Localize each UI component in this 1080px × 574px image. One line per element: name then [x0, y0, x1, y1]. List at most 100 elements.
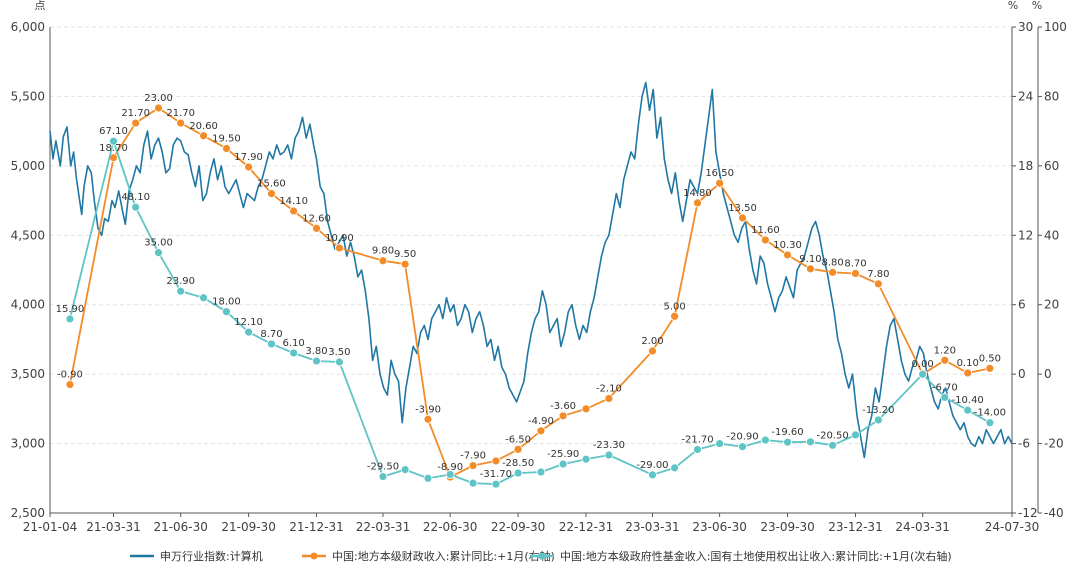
- series-2-data-label: -6.50: [505, 434, 531, 445]
- series-3-point: [693, 445, 702, 454]
- series-2-point: [400, 259, 410, 269]
- legend-marker-3: [538, 552, 546, 560]
- series-2-data-label: 16.50: [705, 168, 734, 179]
- series-2-data-label: 7.80: [867, 269, 889, 280]
- series-3-point: [670, 463, 679, 473]
- series-2-data-label: 0.00: [912, 359, 934, 370]
- series-3-point: [222, 307, 231, 317]
- series-3-point: [604, 450, 614, 460]
- series-3-point: [400, 465, 410, 475]
- right2-tick-label: -40: [1044, 506, 1064, 520]
- x-tick-label: 23-12-31: [828, 520, 882, 534]
- series-2-data-label: 17.90: [234, 152, 263, 163]
- series-3-point: [783, 437, 792, 447]
- series-2-point: [335, 243, 344, 253]
- data-labels: -0.90 18.70 21.70 23.00 21.70 20.60 19.50 17.90…: [56, 93, 1006, 480]
- series-3-point: [761, 435, 770, 445]
- axes: 2,500 3,000 3,500 4,000 4,500 5,000 5,500 6,000…: [11, 0, 1067, 534]
- series-2-point: [806, 264, 815, 274]
- left-tick-label: 4,500: [11, 228, 45, 242]
- series-3-data-label: -21.70: [681, 434, 713, 445]
- left-tick-label: 5,500: [11, 89, 45, 103]
- series-2-point: [423, 414, 433, 424]
- series-2-point: [312, 223, 321, 233]
- series-2-data-label: 0.50: [979, 353, 1001, 364]
- right2-tick-label: 80: [1044, 89, 1059, 103]
- series-2-data-label: 10.30: [773, 240, 802, 251]
- legend-label-2: 中国:地方本级财政收入:累计同比:+1月(右轴): [332, 549, 555, 563]
- series-3-data-label: 3.50: [328, 347, 350, 358]
- right-tick-label: 18: [1018, 159, 1033, 173]
- x-tick-label: 22-09-30: [491, 520, 545, 534]
- series-2-point: [604, 394, 614, 403]
- series-2-data-label: -4.90: [528, 416, 554, 427]
- series-3-data-label: -31.70: [480, 469, 512, 480]
- right2-tick-label: 100: [1044, 20, 1067, 34]
- right-tick-label: 30: [1018, 20, 1033, 34]
- series-2-data-label: -0.90: [57, 370, 83, 381]
- series-2-point: [536, 426, 546, 436]
- series-2-point: [131, 118, 141, 128]
- left-tick-label: 3,000: [11, 437, 45, 451]
- series-3-point: [581, 454, 591, 464]
- series-2-point: [558, 411, 568, 421]
- series-3-point: [985, 418, 995, 428]
- series-3-data-label: 23.90: [166, 276, 195, 287]
- series-3-data-label: -10.40: [952, 395, 984, 406]
- legend-marker-2: [310, 552, 318, 560]
- series-2-point: [873, 279, 883, 289]
- series-3-point: [963, 405, 973, 415]
- series-2-data-label: 9.80: [372, 246, 394, 257]
- series-3-point: [806, 437, 815, 447]
- series-2-point: [378, 256, 388, 266]
- series-3-data-label: -14.00: [974, 408, 1006, 419]
- series-2-data-label: 0.10: [957, 358, 979, 369]
- series-2-data-label: 12.60: [302, 213, 331, 224]
- series-2-point: [783, 250, 792, 260]
- x-tick-label: 22-03-31: [356, 520, 410, 534]
- x-tick-label: 24-07-30: [985, 520, 1039, 534]
- series-2-data-label: 19.50: [212, 134, 241, 145]
- series-2-data-label: 11.60: [751, 225, 780, 236]
- series-3-data-label: -20.90: [726, 432, 758, 443]
- series-2-data-label: 23.00: [144, 93, 173, 104]
- series-3-point: [378, 472, 388, 481]
- series-3-point: [154, 248, 163, 258]
- series-2-point: [244, 162, 254, 172]
- series-3-data-label: -28.50: [502, 458, 534, 469]
- series-3-point: [873, 415, 883, 425]
- series-2-point: [761, 235, 770, 245]
- series-2-point: [715, 178, 725, 188]
- series-2-data-label: 1.20: [934, 345, 956, 356]
- right-tick-label: 24: [1018, 89, 1033, 103]
- series-2-point: [491, 456, 501, 466]
- series-3-point: [423, 473, 433, 483]
- series-3-point: [65, 314, 75, 324]
- left-tick-label: 4,000: [11, 298, 45, 312]
- left-unit-label: 点: [35, 0, 46, 12]
- x-tick-label: 21-01-04: [23, 520, 77, 534]
- series-2-data-label: 10.90: [325, 233, 354, 244]
- series-3-data-label: 48.10: [121, 192, 150, 203]
- series-2-data-label: 9.10: [799, 254, 821, 265]
- series-2-point: [176, 118, 186, 128]
- x-tick-label: 21-12-31: [289, 520, 343, 534]
- series-3-point: [715, 439, 725, 448]
- series-2-data-label: 5.00: [663, 301, 685, 312]
- series-2-data-label: 13.50: [728, 203, 757, 214]
- series-3-point: [536, 467, 546, 477]
- series-2-point: [65, 380, 75, 389]
- right2-tick-label: 0: [1044, 367, 1052, 381]
- series-3-data-label: -13.20: [862, 405, 894, 416]
- right2-tick-label: 40: [1044, 228, 1059, 242]
- series-2-point: [985, 363, 995, 373]
- series-3-point: [176, 286, 186, 296]
- series-3-data-label: -23.30: [593, 440, 625, 451]
- x-tick-label: 23-06-30: [692, 520, 746, 534]
- series-2-data-label: -7.90: [460, 451, 486, 462]
- left-tick-label: 3,500: [11, 367, 45, 381]
- series-2-data-label: 20.60: [189, 121, 218, 132]
- series-3-point: [445, 470, 455, 479]
- series-2-data-label: 14.80: [683, 188, 712, 199]
